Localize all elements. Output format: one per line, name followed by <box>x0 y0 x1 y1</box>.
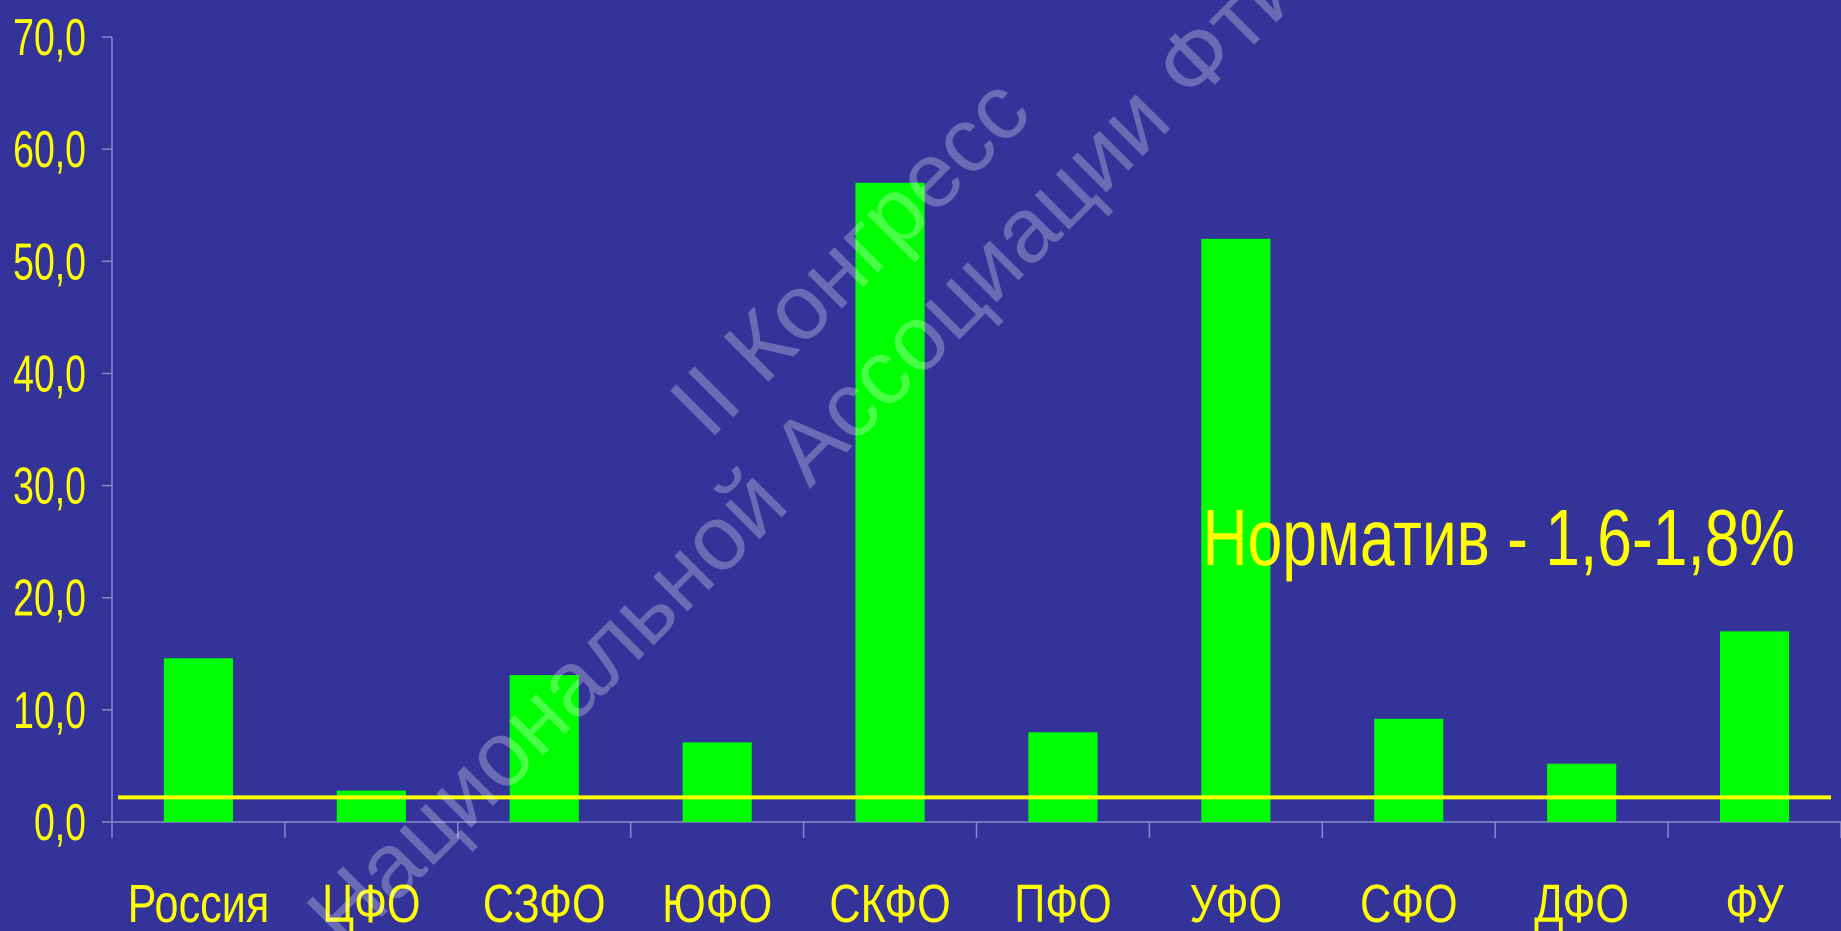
y-tick-label: 10,0 <box>13 681 86 740</box>
y-tick-label: 60,0 <box>13 120 86 179</box>
bar-УФО <box>1201 238 1271 822</box>
category-label: СФО <box>1360 875 1458 931</box>
y-axis-ticks: 0,0 10,0 20,0 30,0 40,0 50,0 60,0 70,0 <box>13 8 112 852</box>
y-tick-label: 30,0 <box>13 457 86 516</box>
category-label: ЦФО <box>322 875 420 931</box>
category-label: ПФО <box>1014 875 1111 931</box>
category-label: ДФО <box>1534 875 1629 931</box>
category-label: СЗФО <box>483 875 606 931</box>
y-tick-label: 70,0 <box>13 8 86 67</box>
y-tick-label: 40,0 <box>13 344 86 403</box>
category-label: СКФО <box>829 875 950 931</box>
category-label: ФУ <box>1725 875 1784 931</box>
bar-ДФО <box>1547 763 1617 822</box>
bar-Россия <box>163 658 234 822</box>
bar-ФУ <box>1719 631 1790 822</box>
bar-СФО <box>1374 718 1444 822</box>
category-label: УФО <box>1190 875 1282 931</box>
bar-ЮФО <box>682 742 752 822</box>
y-tick-label: 0,0 <box>34 793 86 852</box>
bar-СКФО <box>855 182 925 823</box>
x-axis-ticks: Россия ЦФО СЗФО ЮФО СКФО ПФО УФО СФО ДФО ФУ <box>111 822 1841 931</box>
y-tick-label: 50,0 <box>13 232 86 291</box>
norm-annotation: Норматив - 1,6-1,8% <box>1203 494 1795 583</box>
category-label: Россия <box>128 875 270 931</box>
bars-group <box>163 182 1790 823</box>
y-tick-label: 20,0 <box>13 569 86 628</box>
category-label: ЮФО <box>662 875 772 931</box>
bar-ПФО <box>1028 732 1098 822</box>
